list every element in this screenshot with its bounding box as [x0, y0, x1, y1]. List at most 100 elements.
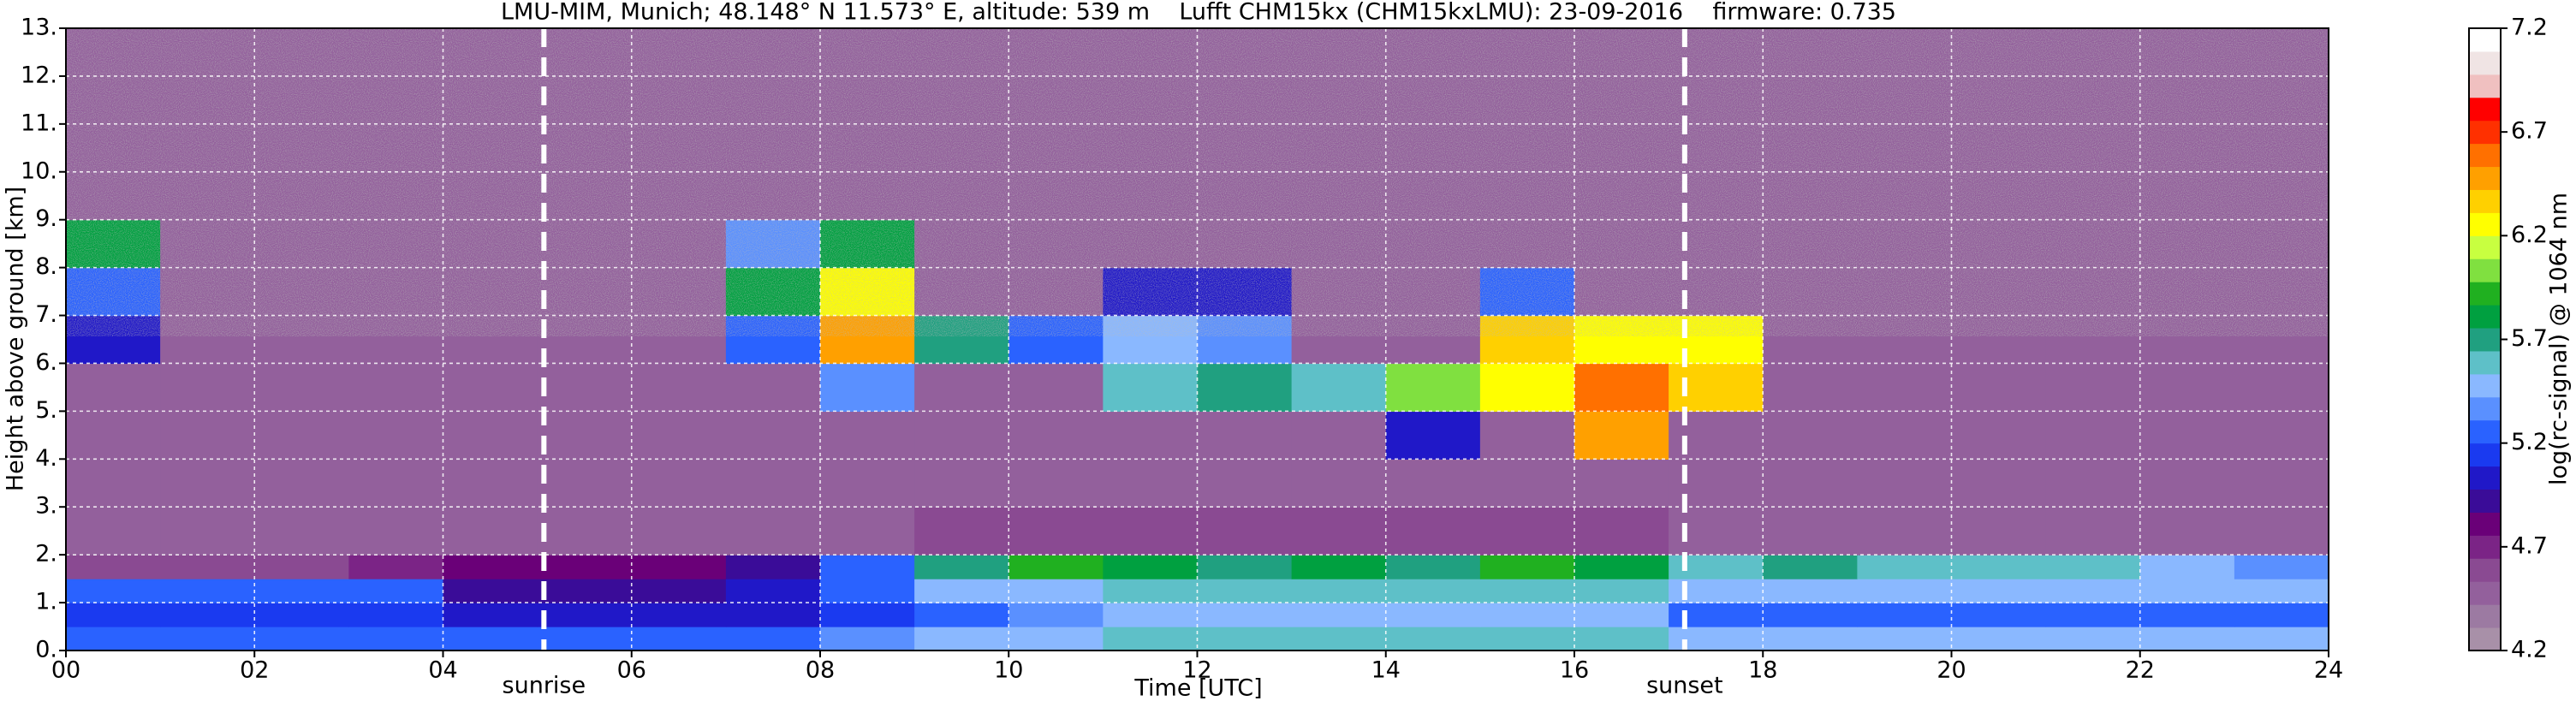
heat-cell — [820, 603, 915, 627]
colorbar-segment — [2469, 512, 2501, 536]
heat-cell — [66, 603, 161, 627]
heat-cell — [725, 459, 821, 508]
heat-cell — [537, 459, 633, 508]
x-tick-label: 22 — [2126, 657, 2155, 684]
heat-cell — [2139, 627, 2235, 651]
heat-cell — [254, 411, 349, 460]
heat-cell — [1857, 627, 1953, 651]
heat-cell — [1103, 555, 1199, 579]
heat-cell — [1385, 411, 1481, 460]
x-tick-label: 00 — [51, 657, 80, 684]
x-tick-label: 14 — [1371, 657, 1401, 684]
heat-cell — [254, 555, 349, 579]
colorbar-segment — [2469, 50, 2501, 75]
x-tick-label: 24 — [2314, 657, 2343, 684]
colorbar-label: log(rc-signal) @ 1064 nm — [2546, 193, 2573, 485]
heat-cell — [725, 411, 821, 460]
heat-cell — [2234, 603, 2329, 627]
heat-cell — [2234, 507, 2329, 556]
heat-cell — [1479, 459, 1575, 508]
colorbar-segment — [2469, 581, 2501, 605]
heat-cell — [1197, 459, 1293, 508]
heat-cell — [1291, 627, 1387, 651]
heat-cell — [1103, 579, 1199, 603]
heat-cell — [348, 603, 444, 627]
x-tick-label: 20 — [1936, 657, 1966, 684]
heat-cell — [914, 507, 1009, 556]
colorbar-segment — [2469, 258, 2501, 282]
heat-cell — [2139, 579, 2235, 603]
heat-cell — [1008, 603, 1104, 627]
heat-cell — [1574, 603, 1669, 627]
y-tick-label: 1. — [35, 589, 57, 615]
heat-cell — [1291, 411, 1387, 460]
heat-cell — [254, 627, 349, 651]
heat-cell — [1574, 459, 1669, 508]
heat-cell — [348, 579, 444, 603]
heat-cell — [631, 579, 727, 603]
x-axis-label: Time [UTC] — [1133, 675, 1262, 702]
annotation-label: sunset — [1646, 673, 1723, 699]
heat-cell — [1857, 603, 1953, 627]
x-tick-label: 18 — [1748, 657, 1777, 684]
heat-cell — [1008, 363, 1104, 412]
heat-cell — [443, 459, 538, 508]
colorbar-segment — [2469, 535, 2501, 559]
colorbar-tick-label: 5.2 — [2511, 429, 2548, 455]
colorbar-segment — [2469, 74, 2501, 98]
heat-cell — [1197, 627, 1293, 651]
y-tick-label: 6. — [35, 349, 57, 376]
y-tick-label: 9. — [35, 205, 57, 232]
heat-cell — [1103, 459, 1199, 508]
heat-cell — [537, 507, 633, 556]
heat-cell — [1385, 603, 1481, 627]
heat-cell — [1763, 627, 1858, 651]
heat-cell — [160, 411, 255, 460]
x-tick-label: 06 — [617, 657, 646, 684]
heat-cell — [443, 627, 538, 651]
heat-cell — [1197, 507, 1293, 556]
y-tick-label: 7. — [35, 301, 57, 328]
heat-cell — [1103, 507, 1199, 556]
heat-cell — [631, 555, 727, 579]
heat-cell — [537, 627, 633, 651]
heat-cell — [1385, 579, 1481, 603]
colorbar: 4.2 4.7 5.2 5.7 6.2 6.7 7.2 — [2468, 15, 2548, 663]
heat-cell — [1103, 627, 1199, 651]
heat-cell — [1951, 603, 2047, 627]
heat-cell — [631, 603, 727, 627]
heat-cell — [1857, 555, 1953, 579]
plot-frame — [65, 27, 2329, 651]
heat-cell — [2045, 627, 2141, 651]
colorbar-segment — [2469, 604, 2501, 628]
y-tick-label: 5. — [35, 397, 57, 424]
heat-cell — [914, 459, 1009, 508]
heat-cell — [1291, 459, 1387, 508]
heat-cell — [1574, 627, 1669, 651]
x-tick-label: 02 — [240, 657, 269, 684]
heat-cell — [1574, 507, 1669, 556]
colorbar-segment — [2469, 443, 2501, 467]
colorbar-segment — [2469, 350, 2501, 375]
heat-cell — [1479, 627, 1575, 651]
heat-cell — [66, 363, 161, 412]
heat-cell — [66, 579, 161, 603]
colorbar-segment — [2469, 282, 2501, 306]
heat-cell — [1385, 507, 1481, 556]
heat-cell — [1951, 459, 2047, 508]
heat-cell — [1479, 579, 1575, 603]
colorbar-segment — [2469, 328, 2501, 352]
heat-cell — [1763, 363, 1858, 412]
heat-cell — [254, 507, 349, 556]
heat-cell — [1385, 555, 1481, 579]
heat-cell — [725, 603, 821, 627]
heat-cell — [2139, 555, 2235, 579]
heat-cell — [1479, 411, 1575, 460]
heat-cell — [1763, 555, 1858, 579]
x-tick-label: 16 — [1560, 657, 1589, 684]
heat-cell — [1574, 555, 1669, 579]
chart-title: LMU-MIM, Munich; 48.148° N 11.573° E, al… — [501, 0, 1896, 26]
heat-cell — [1103, 411, 1199, 460]
